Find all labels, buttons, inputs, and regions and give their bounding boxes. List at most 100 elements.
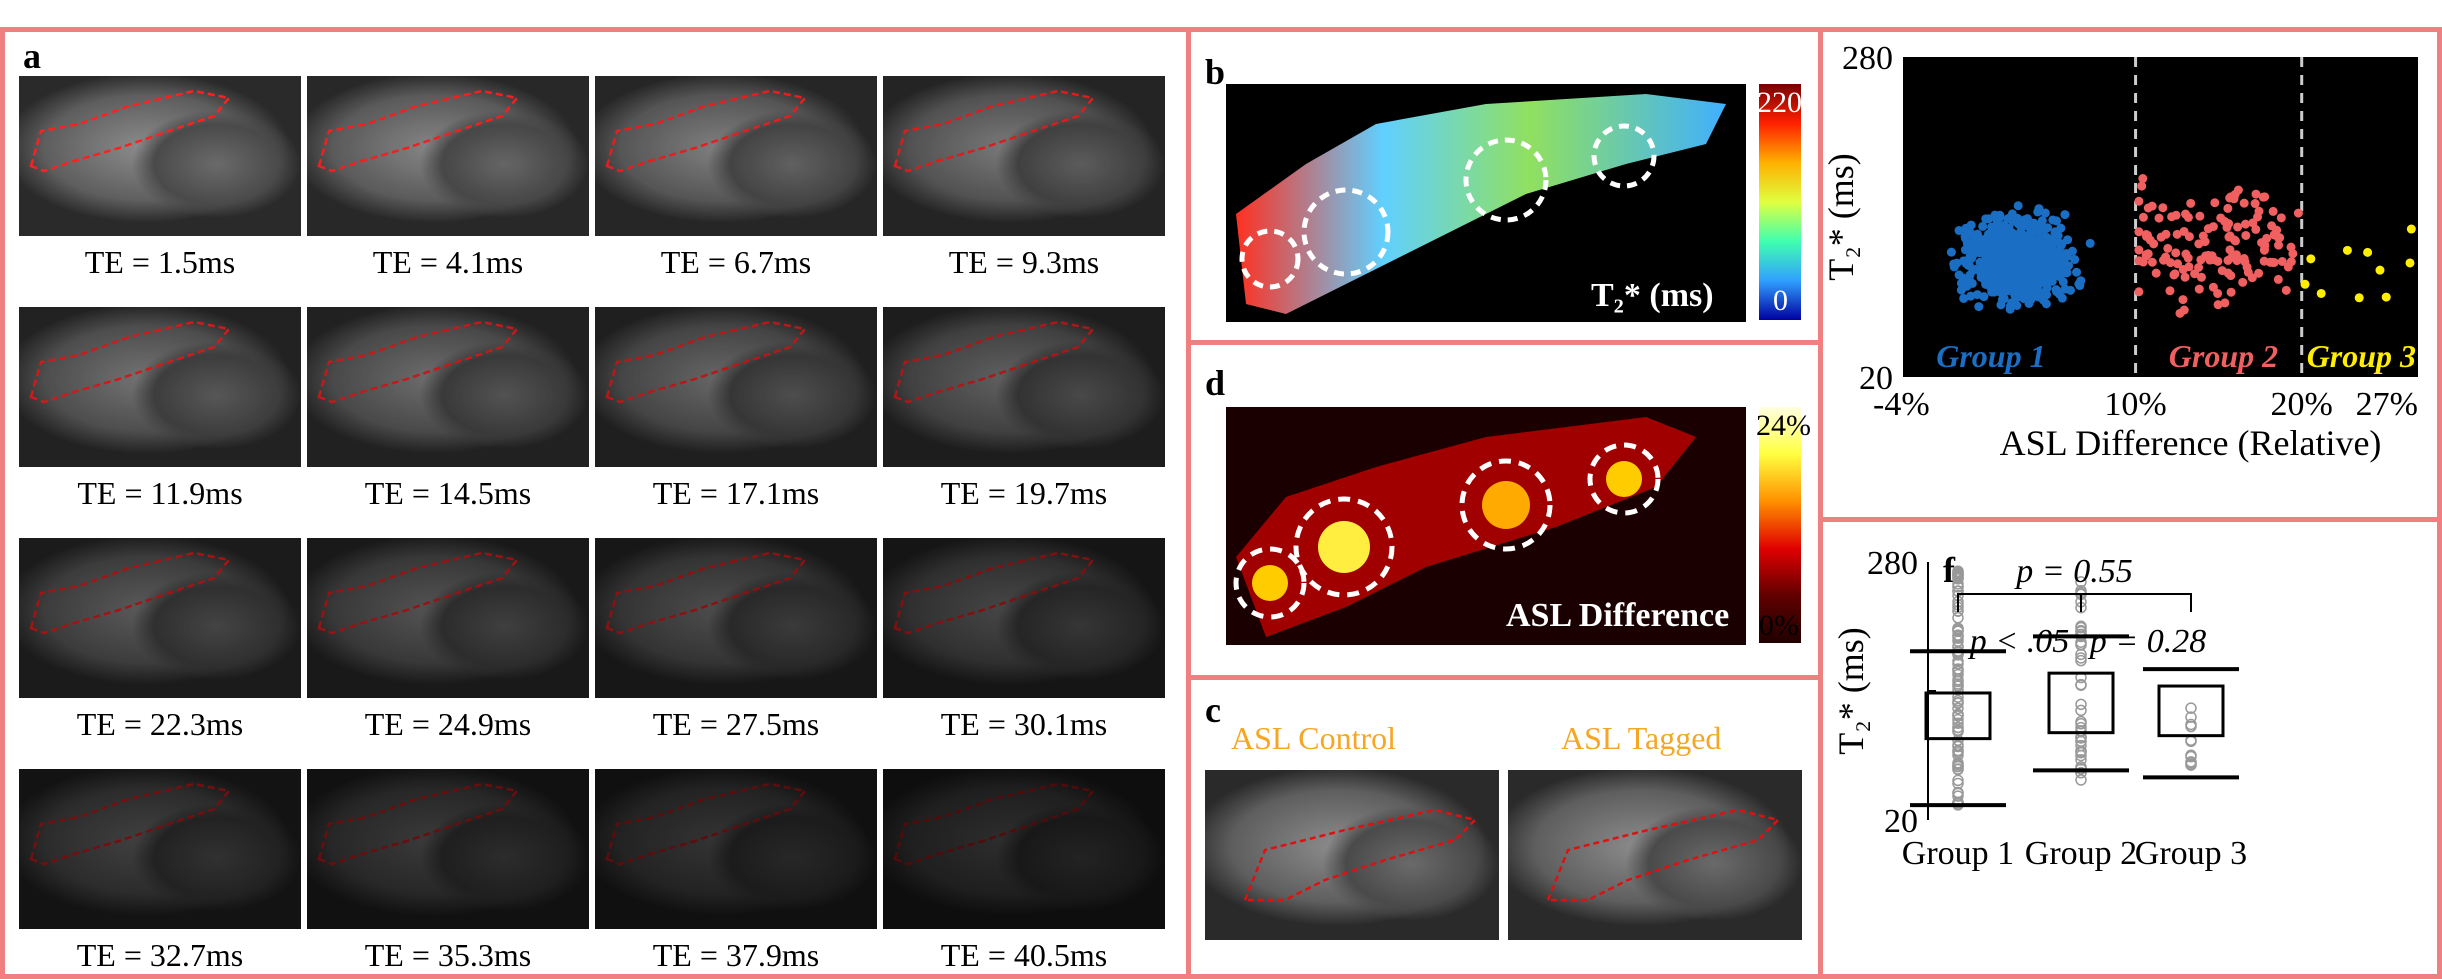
scatter-point [2085, 238, 2095, 248]
scatter-point [2242, 262, 2252, 272]
category-label: Group 2 [2025, 835, 2137, 872]
mri-image [307, 769, 589, 929]
scatter-point [2363, 247, 2373, 257]
box-point [1952, 763, 1964, 776]
scatter-point [1946, 247, 1956, 257]
scatter-point [2059, 258, 2069, 268]
mri-image [883, 538, 1165, 698]
scatter-point [1959, 293, 1969, 303]
box-point [1952, 760, 1964, 772]
scatter-point [1956, 285, 1966, 295]
scatter-point [2269, 257, 2279, 267]
scatter-point [1974, 302, 1984, 312]
scatter-point [1954, 270, 1964, 280]
scatter-point [1997, 295, 2007, 305]
scatter-point [2248, 218, 2258, 228]
scatter-point [1996, 225, 2006, 235]
scatter-point [2170, 269, 2180, 279]
scatter-point [2288, 249, 2298, 259]
scatter-point [2026, 275, 2036, 285]
scatter-point [2258, 192, 2268, 202]
box-point [2075, 698, 2087, 711]
scatter-point [2183, 253, 2193, 263]
box-point [2075, 718, 2087, 730]
asl-colorbar [1759, 407, 1801, 643]
scatter-point [2026, 235, 2036, 245]
scatter-point [1963, 243, 1973, 253]
box-point [2185, 711, 2197, 723]
box-point [1952, 573, 1964, 585]
scatter-point [2062, 268, 2072, 278]
scatter-point [2300, 279, 2310, 289]
asl-tagged-label: ASL Tagged [1561, 720, 1722, 756]
scatter-point [2354, 293, 2364, 303]
scatter-point [2342, 245, 2352, 255]
asl-difference-map-label: ASL Difference [1506, 597, 1730, 634]
box [2157, 684, 2225, 738]
scatter-point [2239, 254, 2249, 264]
roi-circle [1293, 496, 1395, 598]
scatter-point [2044, 276, 2054, 286]
scatter-point [2165, 286, 2175, 296]
scatter-point [2217, 266, 2227, 276]
scatter-point [2072, 267, 2082, 277]
roi-circle [1233, 546, 1307, 620]
scatter-point [2070, 255, 2080, 265]
box [2047, 671, 2115, 735]
box-point [1952, 709, 1964, 721]
scatter-point [2037, 216, 2047, 226]
group-label: Group 1 [1936, 338, 2045, 374]
scatter-point [2004, 223, 2014, 233]
box-point [2075, 767, 2087, 779]
te-label: TE = 24.9ms [364, 706, 532, 742]
te-label: TE = 9.3ms [948, 244, 1100, 280]
box-point [1952, 774, 1964, 787]
scatter-point [2273, 274, 2283, 284]
asl-tagged-image [1508, 770, 1802, 940]
category-label: Group 1 [1902, 835, 2014, 872]
y-tick-label: 280 [1867, 545, 1918, 582]
scatter-point [2220, 216, 2230, 226]
scatter-point [1954, 225, 1964, 235]
box-point [1952, 580, 1964, 593]
scatter-point [2013, 288, 2023, 298]
scatter-point [2000, 252, 2010, 262]
scatter-point [2190, 269, 2200, 279]
scatter-point [2220, 298, 2230, 308]
scatter-point [2076, 276, 2086, 286]
t2star-colorbar-min: 0 [1773, 284, 1788, 317]
scatter-point [2040, 208, 2050, 218]
mri-image [883, 76, 1165, 236]
scatter-point [1972, 290, 1982, 300]
box-point [2185, 750, 2197, 763]
scatter-point [2238, 277, 2248, 287]
scatter-point [2241, 230, 2251, 240]
scatter-point [2060, 210, 2070, 220]
scatter-point [2067, 246, 2077, 256]
scatter-point [2232, 256, 2242, 266]
roi-circle [1591, 123, 1657, 189]
mri-image [19, 307, 301, 467]
scatter-point [2060, 284, 2070, 294]
roi-circle [1587, 442, 1661, 516]
scatter-plot: Group 1 Group 2 Group 3 -4% 10% 20% 27% 280 20 AS… [1823, 40, 2418, 463]
scatter-point [2262, 233, 2272, 243]
scatter-point [2254, 268, 2264, 278]
category-label: Group 3 [2135, 835, 2247, 872]
scatter-point [2172, 229, 2182, 239]
scatter-point [2181, 209, 2191, 219]
scatter-point [2247, 273, 2257, 283]
mri-image [307, 76, 589, 236]
scatter-point [2226, 192, 2236, 202]
scatter-point [2241, 219, 2251, 229]
box-point [2075, 639, 2087, 651]
scatter-point [2134, 287, 2144, 297]
box-point [1952, 632, 1964, 644]
panel-c: c ASL Control ASL Tagged [1186, 675, 1823, 979]
scatter-point [1982, 273, 1992, 283]
scatter-point [2020, 243, 2030, 253]
te-label: TE = 6.7ms [660, 244, 812, 280]
scatter-point [2250, 199, 2260, 209]
scatter-point [1995, 241, 2005, 251]
